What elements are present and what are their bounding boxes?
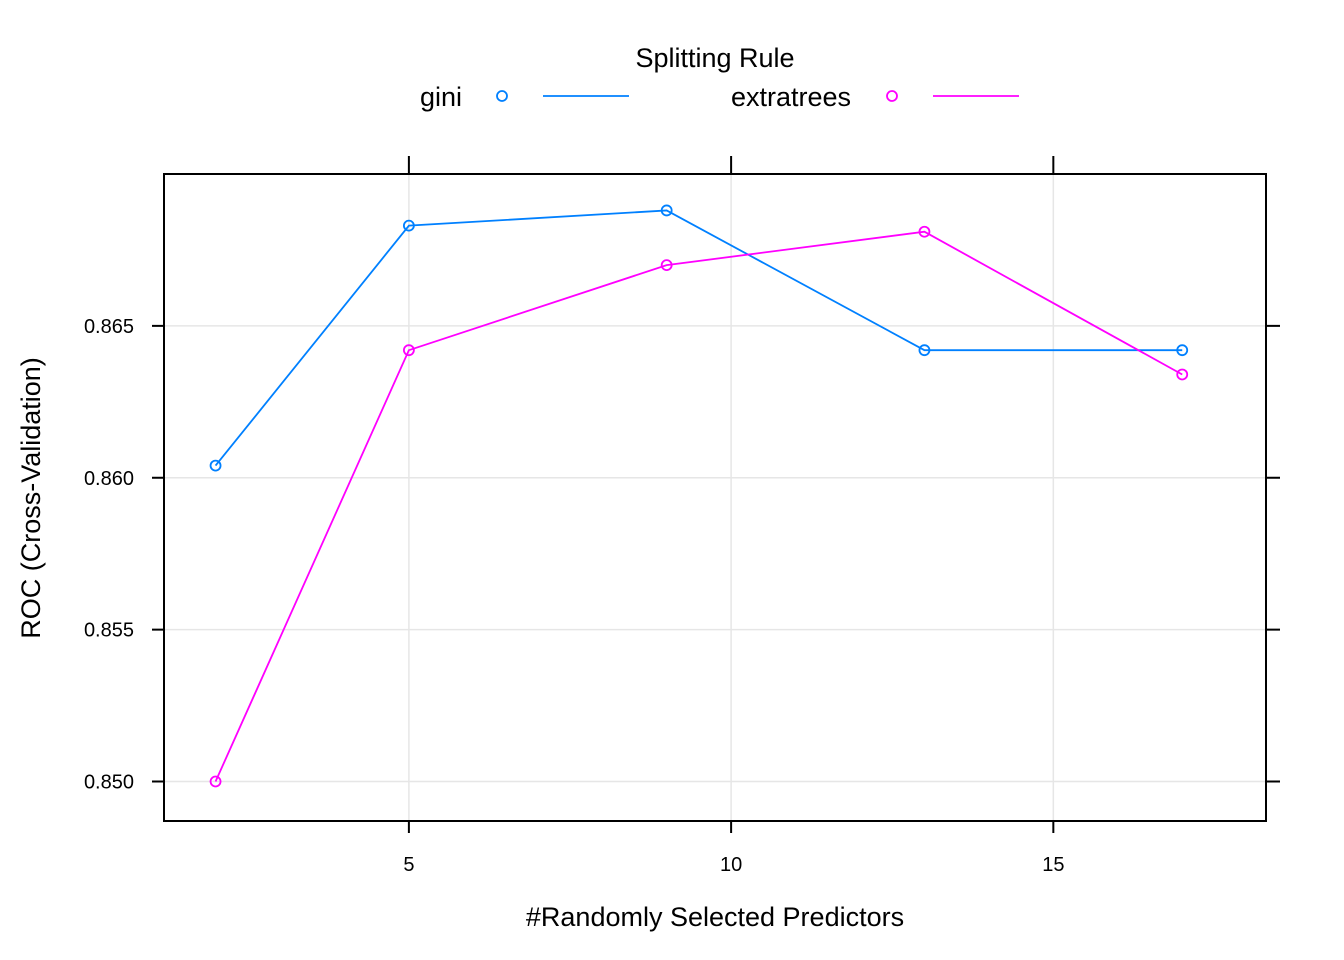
data-point-extratrees bbox=[660, 259, 673, 272]
legend-marker-gini bbox=[496, 90, 508, 102]
x-tick-label: 15 bbox=[1042, 854, 1064, 876]
data-point-gini bbox=[209, 459, 222, 472]
data-point-gini bbox=[660, 204, 673, 217]
y-tick-label: 0.865 bbox=[84, 316, 134, 338]
legend-marker-extratrees bbox=[886, 90, 898, 102]
x-tick-label: 5 bbox=[403, 854, 414, 876]
y-axis-title: ROC (Cross-Validation) bbox=[16, 357, 46, 639]
x-tick-label: 10 bbox=[720, 854, 742, 876]
data-point-gini bbox=[1176, 344, 1189, 357]
data-point-extratrees bbox=[1176, 368, 1189, 381]
data-point-extratrees bbox=[918, 225, 931, 238]
legend-title: Splitting Rule bbox=[635, 43, 794, 73]
legend: gini extratrees bbox=[420, 82, 1019, 112]
series-line-extratrees bbox=[214, 230, 1183, 782]
data-point-gini bbox=[918, 344, 931, 357]
data-point-extratrees bbox=[209, 775, 222, 788]
grid-lines bbox=[164, 174, 1266, 821]
x-axis-title: #Randomly Selected Predictors bbox=[526, 902, 904, 932]
data-point-gini bbox=[402, 219, 415, 232]
legend-label-extratrees: extratrees bbox=[731, 82, 851, 112]
data-point-extratrees bbox=[402, 344, 415, 357]
y-tick-label: 0.860 bbox=[84, 468, 134, 490]
y-tick-label: 0.855 bbox=[84, 620, 134, 642]
plot-frame bbox=[163, 173, 1267, 822]
axis-ticks: 5 10 15 0.850 0.855 0.860 0.865 bbox=[84, 156, 1280, 876]
series-layer bbox=[209, 204, 1189, 788]
series-line-gini bbox=[214, 209, 1183, 467]
legend-label-gini: gini bbox=[420, 82, 462, 112]
y-tick-label: 0.850 bbox=[84, 772, 134, 794]
